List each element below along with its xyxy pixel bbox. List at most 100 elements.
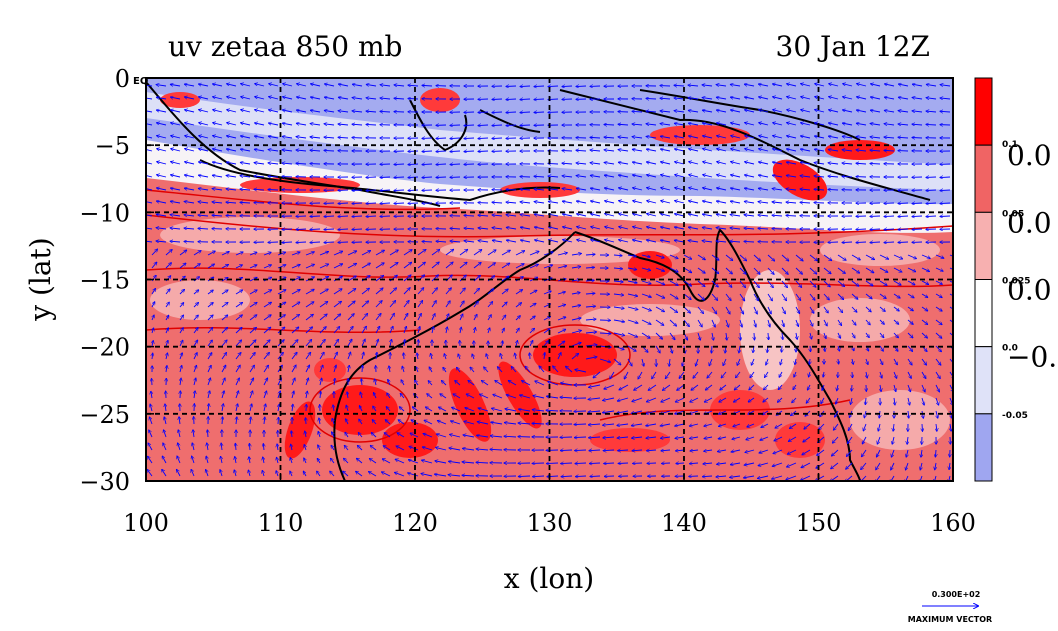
wind-vector: [464, 228, 475, 229]
wind-vector: [324, 97, 335, 99]
wind-vector: [898, 137, 909, 138]
wind-vector: [366, 84, 377, 86]
wind-vector: [641, 267, 651, 270]
wind-vector: [445, 314, 449, 321]
wind-vector: [585, 306, 595, 307]
wind-vector: [338, 216, 349, 217]
wind-vector: [725, 267, 732, 274]
wind-vector: [633, 214, 643, 217]
wind-vector: [688, 241, 699, 242]
wind-vector: [366, 111, 377, 112]
wind-vector: [647, 162, 657, 165]
wind-vector: [464, 125, 475, 126]
wind-vector: [389, 288, 396, 295]
wind-vector: [254, 163, 265, 164]
wind-vector: [739, 293, 745, 301]
plot-area: [146, 78, 953, 481]
wind-vector: [170, 84, 181, 86]
wind-vector: [179, 290, 184, 295]
wind-vector: [535, 227, 545, 230]
wind-vector: [501, 289, 508, 295]
wind-vector: [165, 250, 172, 256]
wind-vector: [926, 124, 937, 125]
wind-vector: [574, 437, 587, 438]
wind-vector: [837, 254, 846, 260]
wind-vector: [431, 249, 440, 256]
wind-vector: [585, 280, 594, 281]
wind-vector: [838, 358, 839, 364]
wind-vector: [604, 162, 615, 164]
wind-vector: [502, 341, 503, 347]
wind-vector: [529, 303, 536, 308]
wind-vector: [146, 227, 153, 230]
wind-vector: [786, 202, 797, 203]
wind-vector: [689, 162, 699, 165]
wind-vector: [226, 215, 237, 216]
wind-vector: [683, 254, 692, 259]
wind-vector: [557, 305, 565, 308]
wind-vector: [157, 110, 167, 113]
wind-vector: [146, 201, 153, 204]
wind-vector: [781, 267, 788, 274]
wind-vector: [683, 280, 691, 286]
wind-vector: [949, 293, 953, 298]
wind-vector: [310, 150, 321, 151]
wind-vector: [661, 162, 671, 165]
colorbar-segment-1: [974, 144, 993, 213]
wind-vector: [324, 242, 335, 243]
wind-vector: [647, 175, 657, 178]
wind-vector: [655, 280, 665, 285]
wind-vector: [325, 84, 335, 87]
wind-vector: [506, 112, 517, 113]
wind-vector: [157, 136, 167, 139]
wind-vector: [352, 98, 363, 99]
wind-vector: [786, 189, 797, 190]
wind-vector: [688, 110, 699, 112]
wind-vector: [843, 123, 853, 125]
wind-vector: [730, 241, 741, 242]
wind-vector: [759, 175, 769, 177]
max-vector-value: 0.300E+02: [932, 590, 981, 599]
wind-vector: [675, 214, 685, 217]
wind-vector: [660, 124, 671, 125]
wind-vector: [759, 84, 769, 87]
x-tick-label-1: 110: [258, 509, 304, 537]
wind-vector: [389, 250, 398, 256]
wind-vector: [520, 112, 531, 113]
wind-vector: [809, 306, 814, 313]
wind-vector: [198, 188, 209, 190]
wind-vector: [688, 98, 699, 99]
wind-vector: [193, 303, 198, 308]
x-tick-label-6: 160: [930, 509, 976, 537]
wind-vector: [795, 306, 800, 313]
wind-vector: [590, 150, 601, 151]
wind-vector: [296, 150, 307, 151]
wind-vector: [501, 315, 506, 321]
wind-vector: [534, 99, 545, 100]
wind-vector: [627, 306, 638, 310]
wind-vector: [884, 229, 895, 230]
wind-vector: [347, 263, 356, 269]
wind-vector: [156, 97, 167, 99]
wind-vector: [375, 263, 384, 269]
wind-vector: [199, 162, 209, 165]
wind-vector: [801, 110, 811, 113]
wind-vector: [689, 201, 699, 204]
wind-vector: [870, 110, 881, 112]
wind-vector: [674, 85, 685, 86]
wind-vector: [249, 252, 257, 256]
wind-vector: [473, 263, 481, 269]
wind-vector: [389, 301, 395, 308]
colorbar-segment-5: [974, 413, 993, 482]
wind-vector: [562, 163, 573, 164]
wind-vector: [389, 263, 398, 269]
wind-vector: [417, 262, 425, 269]
wind-vector: [221, 315, 228, 321]
wind-vector: [170, 228, 181, 229]
wind-vector: [529, 251, 539, 256]
wind-vector: [689, 188, 699, 191]
wind-vector: [926, 111, 937, 112]
wind-vector: [227, 149, 237, 152]
wind-vector: [534, 189, 545, 190]
wind-vector: [171, 136, 181, 139]
